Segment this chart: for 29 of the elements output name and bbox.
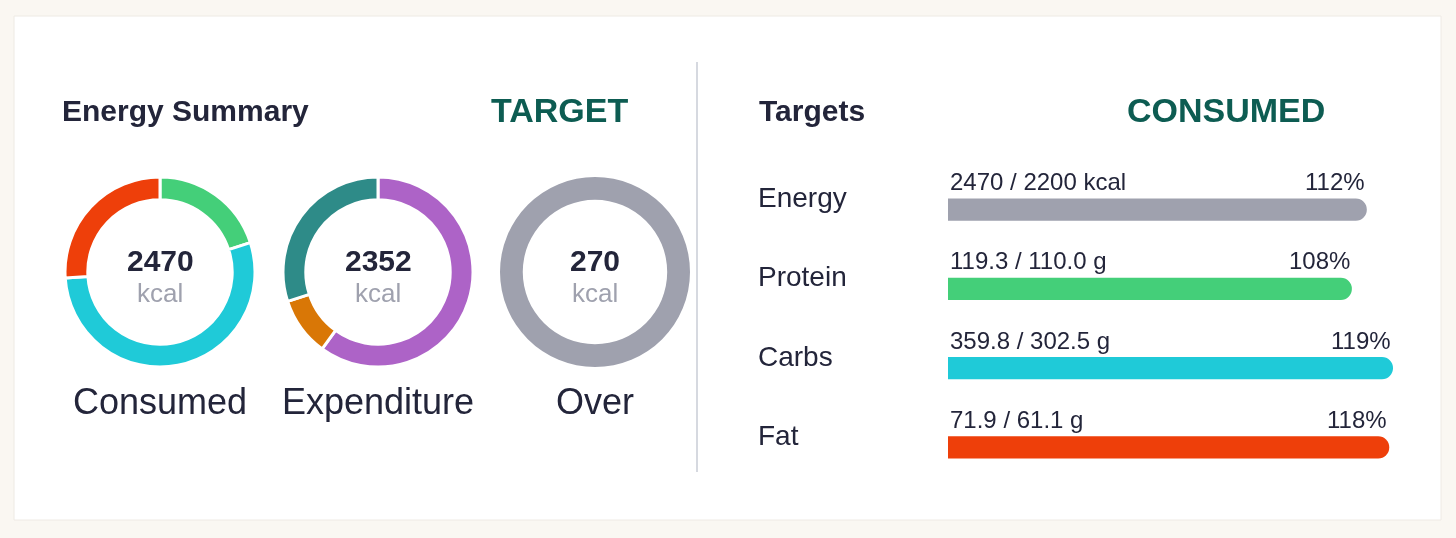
text: kcal: [572, 278, 619, 308]
text: TARGET: [491, 91, 629, 129]
annotation: 359.8 / 302.5 g: [950, 327, 1111, 354]
text: 2470: [127, 244, 194, 277]
bar: [948, 198, 1367, 221]
text: kcal: [137, 278, 184, 308]
text: 2352: [345, 244, 412, 277]
bar: [948, 436, 1390, 459]
text: Over: [556, 381, 635, 422]
data-label: 108%: [1289, 247, 1351, 274]
data-label: 118%: [1327, 406, 1387, 433]
chart-title: Targets: [759, 94, 866, 127]
annotation: 119.3 / 110.0 g: [950, 247, 1107, 274]
y-tick-label: Carbs: [758, 341, 833, 372]
data-label: 112%: [1305, 168, 1365, 195]
text: CONSUMED: [1127, 91, 1326, 129]
text: kcal: [355, 278, 402, 308]
bar: [948, 357, 1393, 380]
annotation: 71.9 / 61.1 g: [950, 406, 1084, 433]
text: Expenditure: [282, 381, 475, 422]
y-tick-label: Protein: [758, 261, 847, 292]
text: Energy Summary: [62, 94, 310, 127]
y-tick-label: Fat: [758, 420, 799, 451]
data-label: 119%: [1331, 327, 1391, 354]
text: 270: [570, 244, 621, 277]
bar: [948, 277, 1352, 300]
annotation: 2470 / 2200 kcal: [950, 168, 1127, 195]
y-tick-label: Energy: [758, 182, 847, 213]
text: Consumed: [73, 381, 248, 422]
